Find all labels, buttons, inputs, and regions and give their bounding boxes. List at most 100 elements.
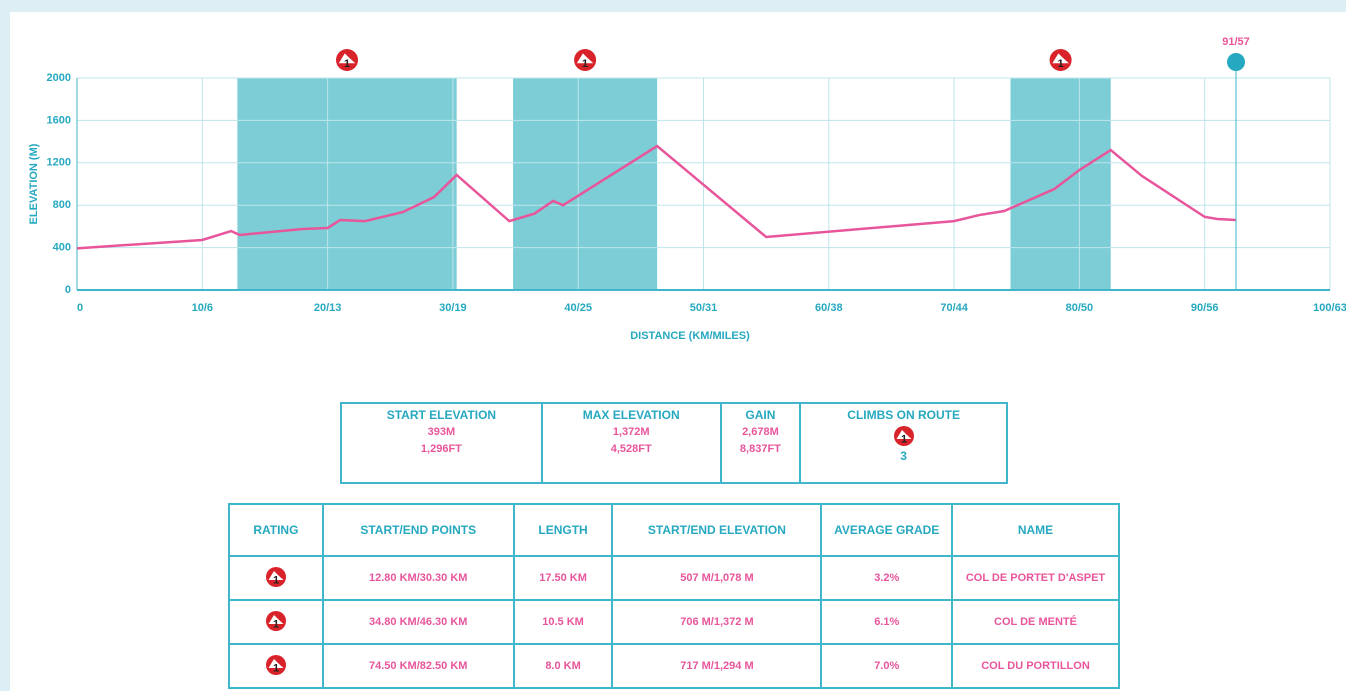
- cell: CLIMBS ON ROUTE 1 3: [799, 402, 1008, 484]
- cell-text: LENGTH: [538, 523, 588, 537]
- climb-region: [237, 78, 457, 290]
- cell: 7.0%: [820, 643, 953, 689]
- x-tick-label: 100/63: [1313, 302, 1346, 314]
- cell-text: START ELEVATION: [386, 408, 497, 422]
- icon-mountain: [338, 53, 356, 64]
- cell-text: 7.0%: [874, 660, 900, 672]
- icon: 1: [893, 426, 914, 446]
- icon-mountain: [576, 53, 594, 64]
- cell-text: 17.50 KM: [539, 572, 587, 584]
- panel: 1 1 1 0 400 800 1200 1600 2000 0 10/6 20/13 30/19 40/…: [10, 12, 1346, 691]
- icon: 1: [265, 610, 286, 631]
- cell: 1: [228, 555, 324, 601]
- icon-mountain: [268, 658, 284, 668]
- x-tick-label: 30/19: [439, 302, 467, 314]
- finish-label: 91/57: [1222, 36, 1250, 48]
- cell-text: 10.5 KM: [542, 616, 584, 628]
- cell-text: 8,837FT: [739, 443, 781, 455]
- cell-text: COL DE MENTÉ: [994, 616, 1077, 628]
- icon-rating: 1: [901, 433, 907, 445]
- x-tick-label: 40/25: [564, 302, 592, 314]
- cell-text: GAIN: [745, 408, 776, 422]
- chart: 1 1 1 0 400 800 1200 1600 2000 0 10/6 20/13 30/19 40/…: [28, 36, 1346, 342]
- icon-rating: 1: [582, 58, 588, 70]
- cell: AVERAGE GRADE: [820, 503, 953, 557]
- climb-icon: 1: [574, 49, 597, 71]
- cell-text: 4,528FT: [610, 443, 652, 455]
- x-tick-label: 50/31: [690, 302, 718, 314]
- x-tick-label: 70/44: [940, 302, 968, 314]
- cell: 6.1%: [820, 599, 953, 645]
- cell: 3.2%: [820, 555, 953, 601]
- cell: 10.5 KM: [512, 599, 614, 645]
- climb-icon: 1: [265, 610, 286, 631]
- cell: 1: [228, 599, 324, 645]
- y-tick-label: 400: [53, 242, 71, 254]
- cell-text: 3: [900, 449, 907, 463]
- x-axis-label: DISTANCE (KM/MILES): [630, 330, 750, 342]
- cell: 12.80 KM/30.30 KM: [321, 555, 515, 601]
- x-tick-label: 20/13: [314, 302, 342, 314]
- x-tick-label: 90/56: [1191, 302, 1219, 314]
- cell-text: RATING: [253, 523, 299, 537]
- cell-text: 706 M/1,372 M: [680, 616, 754, 628]
- cell: LENGTH: [512, 503, 614, 557]
- y-tick-label: 800: [53, 199, 71, 211]
- y-axis-label: ELEVATION (M): [28, 143, 40, 224]
- icon-mountain: [268, 614, 284, 624]
- icon-mountain: [268, 570, 284, 580]
- cell: 706 M/1,372 M: [611, 599, 823, 645]
- climb-icon: 1: [265, 654, 286, 675]
- icon-mountain: [1052, 53, 1069, 64]
- cell: 717 M/1,294 M: [611, 643, 823, 689]
- cell-text: MAX ELEVATION: [582, 408, 680, 422]
- cell-text: AVERAGE GRADE: [834, 523, 940, 537]
- y-tick-label: 0: [65, 284, 71, 296]
- icon-rating: 1: [273, 618, 279, 630]
- y-tick-label: 1600: [47, 114, 71, 126]
- cell-text: CLIMBS ON ROUTE: [847, 408, 960, 422]
- y-tick-label: 1200: [47, 157, 71, 169]
- cell-text: COL DE PORTET D'ASPET: [965, 572, 1106, 584]
- cell: MAX ELEVATION 1,372M 4,528FT: [540, 402, 722, 484]
- climbs-table: RATING START/END POINTS LENGTH START/END EL…: [228, 503, 1120, 689]
- icon-mountain: [896, 430, 912, 439]
- x-tick-label: 0: [77, 302, 83, 314]
- y-tick-label: 2000: [47, 72, 71, 84]
- cell-text: 3.2%: [874, 572, 900, 584]
- cell: 34.80 KM/46.30 KM: [321, 599, 515, 645]
- stats-table: START ELEVATION 393M 1,296FT MAX ELEVATION 1…: [340, 402, 1008, 484]
- cell: START/END POINTS: [321, 503, 515, 557]
- cell-text: 6.1%: [874, 616, 900, 628]
- climb-icon: 1: [893, 426, 914, 446]
- finish-icon: [1227, 53, 1246, 71]
- climb-icon: 1: [336, 49, 359, 71]
- cell: 8.0 KM: [512, 643, 614, 689]
- cell-text: 1,372M: [612, 426, 650, 438]
- cell: COL DU PORTILLON: [951, 643, 1120, 689]
- cell: 74.50 KM/82.50 KM: [321, 643, 515, 689]
- x-tick-label: 10/6: [192, 302, 213, 314]
- icon-rating: 1: [273, 574, 279, 586]
- cell: GAIN 2,678M 8,837FT: [719, 402, 802, 484]
- climb-region: [513, 78, 658, 290]
- cell-text: START/END ELEVATION: [647, 523, 786, 537]
- x-tick-label: 80/50: [1066, 302, 1094, 314]
- cell-text: 34.80 KM/46.30 KM: [369, 616, 468, 628]
- cell-text: 2,678M: [742, 426, 779, 438]
- cell: COL DE PORTET D'ASPET: [951, 555, 1120, 601]
- cell-text: 1,296FT: [420, 443, 462, 455]
- cell-text: 74.50 KM/82.50 KM: [369, 660, 468, 672]
- x-tick-label: 60/38: [815, 302, 843, 314]
- climb-icon: 1: [265, 566, 286, 587]
- climb-icon: 1: [1049, 49, 1072, 71]
- icon: 1: [265, 566, 286, 587]
- cell-text: 507 M/1,078 M: [680, 572, 754, 584]
- cell-text: START/END POINTS: [360, 523, 477, 537]
- cell: COL DE MENTÉ: [951, 599, 1120, 645]
- cell: RATING: [228, 503, 324, 557]
- cell-text: 12.80 KM/30.30 KM: [369, 572, 468, 584]
- icon: 1: [265, 654, 286, 675]
- cell: 17.50 KM: [512, 555, 614, 601]
- cell-text: 717 M/1,294 M: [680, 660, 754, 672]
